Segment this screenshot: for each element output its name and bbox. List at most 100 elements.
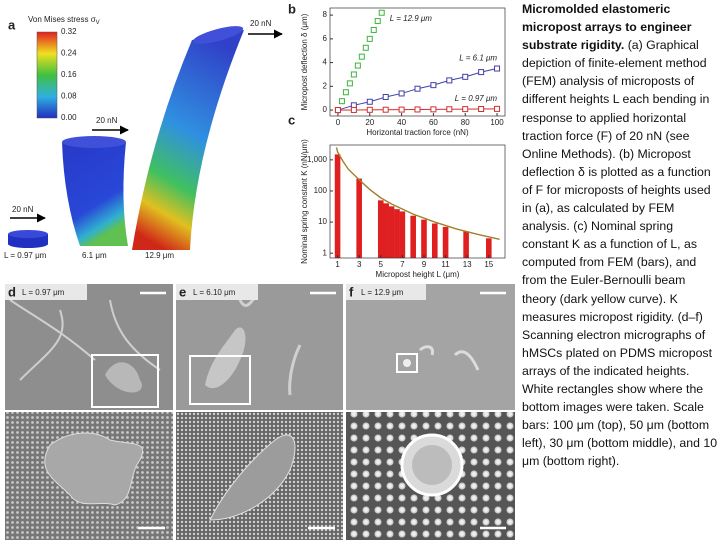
cell [412, 445, 452, 485]
x-axis-title: Horizontal traction force (nN) [366, 128, 469, 137]
x-tick-label: 1 [335, 260, 340, 269]
bar [377, 200, 384, 258]
colorbar-tick-label: 0.24 [61, 49, 77, 58]
force-label: 20 nN [250, 19, 272, 28]
sem-label: L = 0.97 μm [22, 288, 65, 297]
marker [370, 26, 377, 33]
panel-letter: d [8, 284, 16, 299]
marker [366, 98, 373, 105]
series-label: L = 0.97 μm [455, 94, 498, 103]
caption-body: (a) Graphical depiction of finite-elemen… [522, 38, 718, 469]
sem-image [5, 284, 173, 410]
theory-curve [335, 147, 500, 240]
post-medium [62, 142, 128, 246]
x-tick-label: 5 [379, 260, 384, 269]
panel-letter: e [179, 284, 186, 299]
y-tick-label: 100 [314, 186, 328, 195]
inset-rect [396, 353, 418, 373]
marker [350, 106, 357, 113]
bar [394, 209, 400, 258]
panel-letter: f [349, 284, 354, 299]
colorbar [36, 31, 58, 119]
x-tick-label: 13 [463, 260, 472, 269]
cell [403, 359, 411, 367]
y-tick-label: 1,000 [307, 155, 328, 164]
bar [410, 215, 416, 258]
bar [388, 206, 395, 258]
marker [446, 106, 453, 113]
colorbar-tick-label: 0.00 [61, 113, 77, 122]
x-tick-label: 9 [422, 260, 427, 269]
x-tick-label: 100 [490, 118, 504, 127]
marker [358, 53, 365, 60]
colorbar-title-main: Von Mises stress σ [28, 15, 96, 24]
x-tick-label: 20 [365, 118, 374, 127]
y-tick-label: 8 [323, 10, 328, 19]
plot-frame [329, 144, 506, 259]
bar [485, 238, 492, 258]
y-axis-title: Micropost deflection δ (μm) [300, 13, 309, 110]
marker [354, 62, 361, 69]
x-tick-label: 7 [400, 260, 405, 269]
cell [9, 299, 161, 381]
cell [105, 362, 142, 393]
panel-letter: b [288, 1, 296, 16]
bar [383, 203, 389, 258]
post-short-top [8, 230, 48, 238]
sem-label: L = 6.10 μm [193, 288, 236, 297]
x-tick-label: 0 [336, 118, 341, 127]
cell [205, 327, 246, 389]
bar [421, 219, 427, 258]
post-tall-top [192, 26, 244, 44]
marker [382, 106, 389, 113]
marker [414, 85, 421, 92]
y-tick-label: 1 [323, 248, 328, 257]
bar [334, 154, 341, 258]
marker [446, 77, 453, 84]
series-label: L = 6.1 μm [459, 54, 497, 63]
label-box [176, 284, 258, 300]
x-tick-label: 3 [357, 260, 362, 269]
height-label: 6.1 μm [82, 251, 107, 260]
inset-rect [91, 354, 159, 408]
y-tick-label: 2 [323, 81, 328, 90]
panel-letter: c [288, 112, 295, 127]
colorbar-title: Von Mises stress σV [28, 15, 100, 25]
marker [478, 105, 485, 112]
x-tick-label: 80 [461, 118, 470, 127]
sem-label: L = 12.9 μm [361, 288, 404, 297]
x-axis-title: Micropost height L (μm) [376, 270, 460, 279]
marker [346, 80, 353, 87]
y-tick-label: 6 [323, 34, 328, 43]
bar [399, 211, 406, 258]
sem-image [176, 284, 343, 410]
marker [366, 35, 373, 42]
marker [398, 90, 405, 97]
label-box [346, 284, 426, 300]
marker [478, 69, 485, 76]
cell [418, 345, 480, 371]
marker [338, 98, 345, 105]
marker [378, 9, 385, 16]
post-tall [132, 30, 244, 250]
marker [366, 106, 373, 113]
marker [430, 82, 437, 89]
series-label: L = 12.9 μm [390, 14, 433, 23]
marker [350, 71, 357, 78]
inset-rect [189, 355, 251, 405]
x-tick-label: 11 [441, 260, 450, 269]
marker [462, 73, 469, 80]
force-label: 20 nN [12, 205, 34, 214]
force-label: 20 nN [96, 116, 118, 125]
marker [362, 44, 369, 51]
height-label: L = 0.97 μm [4, 251, 47, 260]
colorbar-tick-label: 0.08 [61, 92, 77, 101]
post-short [8, 234, 48, 248]
marker [494, 65, 501, 72]
y-axis-title: Nominal spring constant K (nN/μm) [300, 139, 309, 264]
bar [442, 226, 449, 258]
cell [209, 434, 296, 521]
y-tick-label: 10 [318, 217, 327, 226]
x-tick-label: 40 [397, 118, 406, 127]
